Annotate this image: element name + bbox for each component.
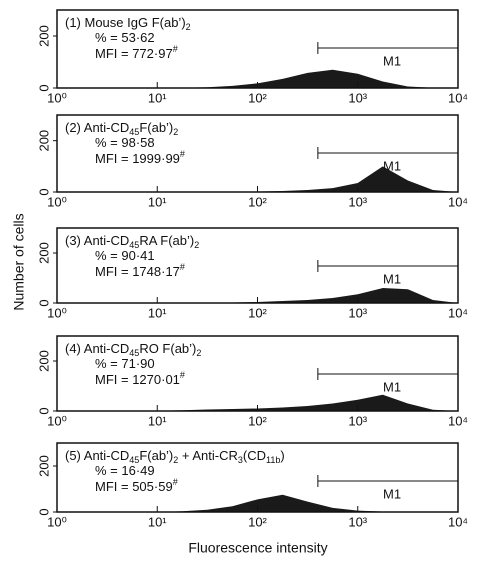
panel-title-part: 45	[129, 455, 139, 465]
x-tick-label: 10⁴	[448, 514, 468, 529]
panel-title-part: 11b	[266, 455, 280, 465]
x-tick-label: 10³	[348, 305, 367, 320]
mfi-stat-part: #	[180, 262, 185, 272]
mfi-stat-part: #	[173, 477, 178, 487]
panel-title-part: 2	[196, 348, 201, 358]
panel-title-part: 45	[129, 127, 139, 137]
gate-label: M1	[383, 486, 401, 501]
panel-title-part: 2	[173, 127, 178, 137]
percent-stat: % = 71·90	[95, 356, 155, 371]
percent-stat: % = 98·58	[95, 135, 155, 150]
x-tick-label: 10²	[248, 514, 267, 529]
panel-title-part: 2	[173, 455, 178, 465]
y-tick-label: 200	[36, 242, 51, 264]
panel-title-part: (CD	[243, 448, 266, 463]
percent-stat-part: % = 53·62	[95, 30, 155, 45]
panel-title-part: 2	[194, 240, 199, 250]
panel-title-part: + Anti-CR	[178, 448, 238, 463]
x-tick-label: 10²	[248, 305, 267, 320]
x-tick-label: 10²	[248, 413, 267, 428]
percent-stat: % = 90·41	[95, 248, 155, 263]
panel-title-part: (2) Anti-CD	[65, 120, 129, 135]
panel-title: (1) Mouse IgG F(ab’)2	[65, 15, 191, 32]
panel-title-part: (4) Anti-CD	[65, 341, 129, 356]
x-tick-label: 10⁰	[47, 305, 67, 320]
panel-title: (2) Anti-CD45F(ab’)2	[65, 120, 178, 137]
panel-title-part: )	[280, 448, 284, 463]
panel-title-part: (1) Mouse IgG F(ab’)	[65, 15, 186, 30]
panel-title: (4) Anti-CD45RO F(ab’)2	[65, 341, 201, 358]
x-tick-label: 10¹	[148, 194, 167, 209]
y-tick-label: 0	[36, 84, 51, 91]
percent-stat: % = 53·62	[95, 30, 155, 45]
panel-title-part: RO F(ab’)	[139, 341, 196, 356]
x-tick-label: 10²	[248, 194, 267, 209]
panel-title-part: 2	[186, 22, 191, 32]
y-axis-label: Number of cells	[11, 213, 27, 310]
panel-title-part: 45	[129, 348, 139, 358]
percent-stat: % = 16·49	[95, 463, 155, 478]
mfi-stat: MFI = 1748·17#	[95, 262, 185, 279]
panel-title-part: 45	[129, 240, 139, 250]
panel-title: (5) Anti-CD45F(ab’)2 + Anti-CR3(CD11b)	[65, 448, 285, 465]
gate-label: M1	[383, 158, 401, 173]
panel-title-part: 3	[238, 455, 243, 465]
mfi-stat-part: #	[173, 44, 178, 54]
panel-title: (3) Anti-CD45RA F(ab’)2	[65, 233, 199, 250]
panel-title-part: (5) Anti-CD	[65, 448, 129, 463]
panel-title-part: RA F(ab’)	[139, 233, 194, 248]
mfi-stat: MFI = 1999·99#	[95, 149, 185, 166]
mfi-stat: MFI = 1270·01#	[95, 370, 185, 387]
y-tick-label: 0	[36, 508, 51, 515]
mfi-stat-part: #	[180, 370, 185, 380]
y-tick-label: 200	[36, 25, 51, 47]
x-tick-label: 10³	[348, 194, 367, 209]
x-tick-label: 10⁰	[47, 413, 67, 428]
y-tick-label: 200	[36, 350, 51, 372]
mfi-stat-part: MFI = 1748·17	[95, 264, 180, 279]
percent-stat-part: % = 98·58	[95, 135, 155, 150]
mfi-stat-part: MFI = 1999·99	[95, 151, 180, 166]
panel-title-part: (3) Anti-CD	[65, 233, 129, 248]
x-tick-label: 10¹	[148, 305, 167, 320]
histogram-area	[57, 166, 458, 192]
mfi-stat-part: MFI = 505·59	[95, 479, 173, 494]
x-tick-label: 10³	[348, 514, 367, 529]
mfi-stat-part: MFI = 772·97	[95, 46, 173, 61]
mfi-stat: MFI = 772·97#	[95, 44, 178, 61]
x-tick-label: 10¹	[148, 514, 167, 529]
x-tick-label: 10²	[248, 90, 267, 105]
x-tick-label: 10⁰	[47, 194, 67, 209]
percent-stat-part: % = 71·90	[95, 356, 155, 371]
gate-label: M1	[383, 379, 401, 394]
x-tick-label: 10⁴	[448, 305, 468, 320]
histogram-area	[57, 494, 458, 512]
x-tick-label: 10⁰	[47, 90, 67, 105]
y-tick-label: 0	[36, 299, 51, 306]
gate-label: M1	[383, 53, 401, 68]
y-tick-label: 200	[36, 130, 51, 152]
x-tick-label: 10⁴	[448, 194, 468, 209]
x-tick-label: 10⁴	[448, 413, 468, 428]
percent-stat-part: % = 16·49	[95, 463, 155, 478]
x-tick-label: 10¹	[148, 413, 167, 428]
x-axis-label: Fluorescence intensity	[188, 540, 327, 556]
mfi-stat: MFI = 505·59#	[95, 477, 178, 494]
panel-title-part: F(ab’)	[139, 120, 173, 135]
x-tick-label: 10¹	[148, 90, 167, 105]
x-tick-label: 10³	[348, 90, 367, 105]
x-tick-label: 10⁰	[47, 514, 67, 529]
y-tick-label: 0	[36, 407, 51, 414]
x-tick-label: 10³	[348, 413, 367, 428]
mfi-stat-part: MFI = 1270·01	[95, 372, 180, 387]
mfi-stat-part: #	[180, 149, 185, 159]
percent-stat-part: % = 90·41	[95, 248, 155, 263]
y-tick-label: 200	[36, 455, 51, 477]
panel-title-part: F(ab’)	[139, 448, 173, 463]
gate-label: M1	[383, 271, 401, 286]
y-tick-label: 0	[36, 188, 51, 195]
x-tick-label: 10⁴	[448, 90, 468, 105]
